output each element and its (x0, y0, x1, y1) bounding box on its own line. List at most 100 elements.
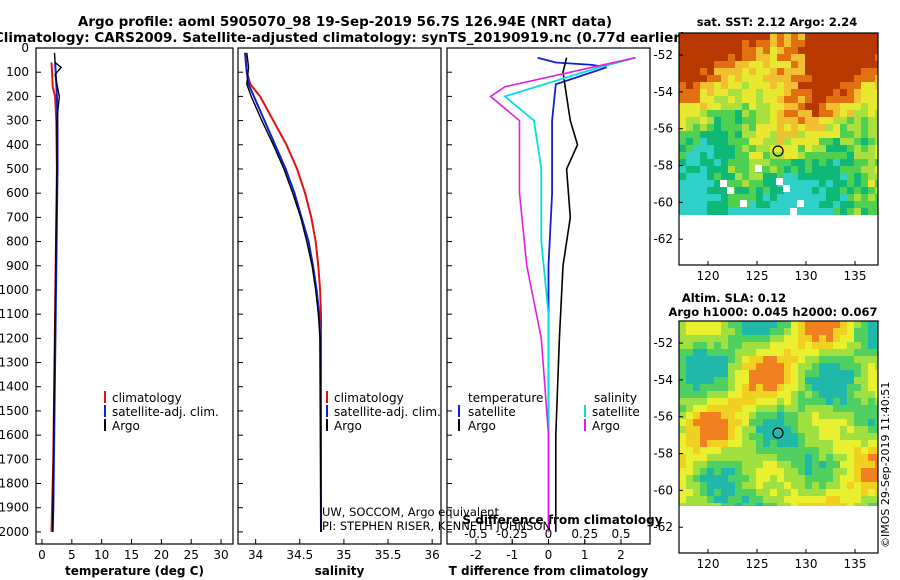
map-cell (742, 398, 749, 405)
map-cell (847, 33, 854, 40)
map-cell (875, 391, 878, 398)
map-cell (847, 40, 854, 47)
map-cell (784, 40, 791, 47)
map-cell (875, 145, 878, 152)
map-cell (686, 370, 693, 377)
y-tick-label: 1900 (0, 501, 29, 515)
map-cell (721, 419, 728, 426)
map-cell (805, 489, 812, 496)
map-cell (763, 433, 770, 440)
map-cell (700, 131, 707, 138)
map-cell (756, 89, 763, 96)
map-cell (735, 68, 742, 75)
map-cell (861, 384, 868, 391)
map-cell (805, 96, 812, 103)
map-cell (861, 145, 868, 152)
map-cell (742, 187, 749, 194)
map-cell (728, 166, 735, 173)
map-cell (833, 412, 840, 419)
map-cell (861, 194, 868, 201)
map-cell (798, 180, 805, 187)
map-cell (770, 187, 777, 194)
map-cell (714, 124, 721, 131)
map-cell (875, 482, 878, 489)
map-cell (798, 166, 805, 173)
map-cell (749, 159, 756, 166)
map-cell (770, 349, 777, 356)
map-cell (868, 173, 875, 180)
map-cell (735, 117, 742, 124)
map-cell (728, 124, 735, 131)
map-cell (847, 503, 854, 506)
map-cell (826, 342, 833, 349)
map-cell (791, 454, 798, 461)
map-cell (770, 159, 777, 166)
map-cell (826, 475, 833, 482)
map-cell (784, 321, 791, 328)
map-cell (686, 194, 693, 201)
map-cell (791, 187, 798, 194)
map-cell (714, 433, 721, 440)
map-cell (693, 68, 700, 75)
map-cell (861, 412, 868, 419)
map-cell (798, 145, 805, 152)
map-cell (770, 96, 777, 103)
map-cell (861, 461, 868, 468)
map-cell (854, 349, 861, 356)
map-cell (819, 426, 826, 433)
map-cell (854, 89, 861, 96)
map-cell (756, 398, 763, 405)
map-cell (805, 208, 812, 215)
y-tick-label: 2000 (0, 525, 29, 539)
map-cell (777, 117, 784, 124)
map-cell (875, 342, 878, 349)
map-cell (784, 468, 791, 475)
x-tick-label: -2 (470, 548, 482, 562)
sst-map-title: sat. SST: 2.12 Argo: 2.24 (697, 15, 857, 29)
map-cell (679, 370, 686, 377)
map-cell (833, 152, 840, 159)
map-cell (707, 194, 714, 201)
map-cell (819, 138, 826, 145)
map-cell (868, 166, 875, 173)
map-cell (721, 166, 728, 173)
map-cell (840, 138, 847, 145)
map-cell (686, 54, 693, 61)
map-cell (826, 482, 833, 489)
map-cell (784, 89, 791, 96)
map-cell (826, 152, 833, 159)
map-cell (861, 173, 868, 180)
map-cell (798, 96, 805, 103)
map-cell (868, 433, 875, 440)
map-cell (854, 103, 861, 110)
map-cell (714, 468, 721, 475)
map-cell (840, 440, 847, 447)
map-cell (798, 412, 805, 419)
lon-tick-label: 130 (795, 269, 818, 283)
map-cell (847, 159, 854, 166)
map-cell (833, 328, 840, 335)
map-cell (770, 475, 777, 482)
map-cell (868, 335, 875, 342)
map-cell (798, 335, 805, 342)
map-cell (693, 117, 700, 124)
map-cell (721, 328, 728, 335)
map-cell (777, 54, 784, 61)
map-cell (679, 419, 686, 426)
map-cell (770, 356, 777, 363)
map-cell (728, 454, 735, 461)
map-cell (749, 349, 756, 356)
map-cell (826, 173, 833, 180)
map-cell (749, 391, 756, 398)
map-cell (791, 194, 798, 201)
map-cell (861, 208, 868, 215)
map-cell (854, 145, 861, 152)
map-cell (763, 33, 770, 40)
map-cell (756, 356, 763, 363)
map-cell (833, 110, 840, 117)
map-cell (700, 342, 707, 349)
map-cell (714, 496, 721, 503)
map-cell (714, 96, 721, 103)
map-cell (714, 194, 721, 201)
map-cell (763, 145, 770, 152)
